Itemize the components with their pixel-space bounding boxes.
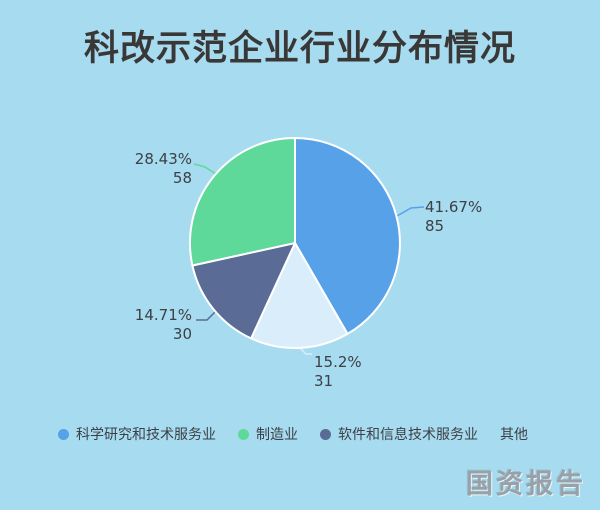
legend-swatch-software [320, 428, 331, 440]
legend-item-science[interactable]: 科学研究和技术服务业 [58, 424, 216, 444]
label-line-other [299, 347, 312, 355]
slice-label-other: 15.2% 31 [314, 353, 362, 391]
label-line-science [396, 206, 425, 217]
pie-slice-1[interactable] [250, 242, 349, 349]
legend-swatch-manufacturing [238, 428, 249, 440]
slice-count: 58 [172, 169, 192, 187]
legend-label: 软件和信息技术服务业 [338, 427, 478, 443]
legend: 科学研究和技术服务业 制造业 软件和信息技术服务业 其他 [58, 424, 528, 444]
chart-title: 科改示范企业行业分布情况 [83, 29, 516, 69]
legend-item-manufacturing[interactable]: 制造业 [238, 424, 298, 444]
slice-label-software: 14.71% 30 [135, 306, 192, 344]
pie-slice-2[interactable] [191, 242, 296, 340]
label-line-manufacturing [193, 163, 217, 175]
watermark: 国资报告 [466, 469, 586, 500]
slice-label-science: 41.67% 85 [425, 198, 482, 236]
pie-slice-3[interactable] [189, 137, 296, 267]
slice-count: 85 [425, 217, 445, 235]
slice-percent: 15.2% [314, 353, 362, 371]
legend-item-software[interactable]: 软件和信息技术服务业 [320, 424, 478, 444]
legend-item-other[interactable]: 其他 [500, 424, 528, 444]
slice-percent: 28.43% [134, 150, 192, 168]
legend-label: 制造业 [256, 427, 298, 443]
pie-slice-0[interactable] [294, 137, 401, 335]
slice-percent: 14.71% [134, 306, 192, 324]
legend-label: 其他 [500, 427, 528, 443]
legend-label: 科学研究和技术服务业 [76, 427, 216, 443]
slice-count: 31 [314, 372, 334, 390]
slice-label-manufacturing: 28.43% 58 [135, 150, 192, 188]
label-line-software [196, 308, 219, 321]
legend-swatch-science [58, 428, 69, 440]
slice-percent: 41.67% [425, 198, 483, 216]
slice-count: 30 [172, 325, 192, 343]
